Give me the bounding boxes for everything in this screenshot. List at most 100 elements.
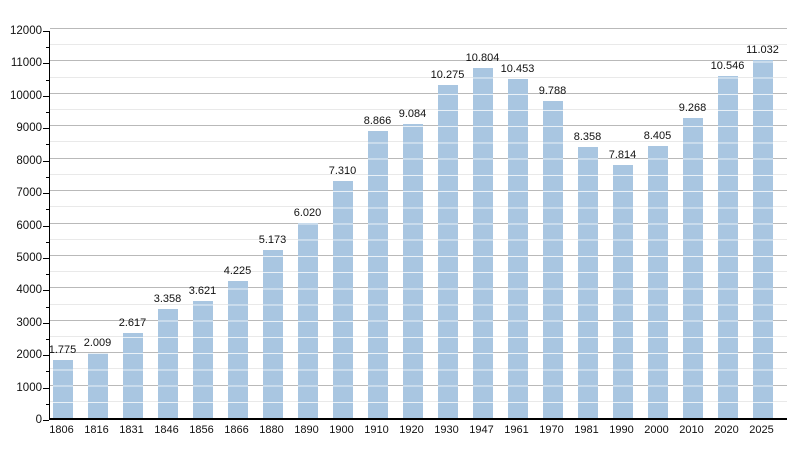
bar-value-label-1831: 2.617 (118, 317, 147, 330)
bar-1880: 5.173 (259, 234, 286, 418)
bar-value-label-1930: 10.275 (430, 68, 465, 81)
bar-value-label-1920: 9.084 (398, 107, 427, 120)
x-tick-label-1961: 1961 (504, 424, 529, 436)
bar-value-label-1910: 8.866 (363, 114, 392, 127)
bar-value-label-1846: 3.358 (153, 293, 182, 306)
y-tick-label-0: 0 (35, 414, 42, 426)
x-tick-label-1970: 1970 (539, 424, 564, 436)
y-axis-tick (46, 338, 49, 340)
y-axis-tick (46, 371, 49, 373)
y-tick-label-12000: 12000 (10, 25, 42, 37)
y-tick-label-3000: 3000 (16, 316, 42, 329)
bar-1981: 8.358 (574, 131, 601, 418)
y-axis-tick (43, 290, 49, 292)
x-tick-label-1880: 1880 (259, 424, 284, 436)
x-tick-label-1900: 1900 (329, 424, 354, 436)
y-axis-tick (46, 112, 49, 114)
y-tick-label-10000: 10000 (10, 89, 42, 102)
minor-gridline-10500 (50, 76, 787, 78)
bar-1890: 6.020 (294, 207, 321, 418)
x-tick-label-1846: 1846 (154, 424, 179, 436)
x-tick-label-1866: 1866 (224, 424, 249, 436)
bar-1816: 2.009 (84, 337, 111, 418)
bar-1947: 10.804 (466, 52, 499, 418)
bar-value-label-1961: 10.453 (500, 63, 535, 76)
y-axis-tick (43, 95, 49, 97)
x-tick-label-1920: 1920 (399, 424, 424, 436)
y-axis-tick (46, 47, 49, 49)
major-gridline-10000 (50, 92, 787, 94)
y-axis-tick (46, 144, 49, 146)
bar-value-label-1981: 8.358 (573, 131, 602, 144)
major-gridline-11000 (50, 60, 787, 62)
bar-value-label-1900: 7.310 (328, 165, 357, 178)
bar-value-label-1856: 3.621 (188, 284, 217, 297)
x-tick-label-2020: 2020 (714, 424, 739, 436)
y-tick-label-4000: 4000 (16, 284, 42, 297)
bar-value-label-2025: 11.032 (746, 44, 779, 57)
y-tick-label-8000: 8000 (16, 154, 42, 167)
y-axis-tick (43, 160, 49, 162)
bar-value-label-1816: 2.009 (83, 336, 112, 349)
bar-value-label-2000: 8.405 (643, 129, 672, 142)
x-tick-label-1910: 1910 (364, 424, 389, 436)
y-tick-label-7000: 7000 (16, 187, 42, 200)
x-tick-label-1816: 1816 (84, 424, 109, 436)
y-axis-tick (43, 257, 49, 259)
bar-1920: 9.084 (399, 108, 426, 418)
y-axis-tick (43, 420, 49, 421)
bar-1806: 1.775 (49, 344, 76, 418)
y-axis-tick (43, 225, 49, 227)
y-axis-tick (46, 209, 49, 211)
y-tick-label-11000: 11000 (10, 57, 42, 70)
bar-1961: 10.453 (501, 63, 534, 418)
x-tick-label-1981: 1981 (574, 424, 599, 436)
y-axis-tick (43, 322, 49, 324)
x-tick-label-1890: 1890 (294, 424, 319, 436)
bar-value-label-2020: 10.546 (710, 60, 745, 73)
bar-1846: 3.358 (154, 293, 181, 418)
minor-gridline-9500 (50, 109, 787, 111)
y-tick-label-9000: 9000 (16, 122, 42, 135)
bar-value-label-1990: 7.814 (608, 148, 637, 161)
bar-1831: 2.617 (119, 317, 146, 418)
y-axis-tick (46, 176, 49, 178)
y-axis-tick (46, 274, 49, 276)
x-tick-label-1856: 1856 (189, 424, 214, 436)
bar-value-label-1890: 6.020 (293, 206, 322, 219)
bar-1970: 9.788 (539, 85, 566, 418)
bar-1930: 10.275 (431, 69, 464, 418)
bar-1990: 7.814 (609, 149, 636, 418)
bar-2000: 8.405 (644, 130, 671, 418)
y-axis-tick (43, 31, 49, 32)
x-tick-label-1990: 1990 (609, 424, 634, 436)
x-tick-label-1930: 1930 (434, 424, 459, 436)
y-tick-label-1000: 1000 (16, 381, 42, 394)
y-axis-tick (43, 193, 49, 195)
bar-value-label-1806: 1.775 (48, 344, 77, 357)
bar-1856: 3.621 (189, 285, 216, 418)
x-tick-label-1806: 1806 (49, 424, 74, 436)
y-axis-tick (43, 355, 49, 357)
bar-value-label-1970: 9.788 (538, 84, 567, 97)
major-gridline-12000 (50, 28, 787, 29)
y-axis-tick (46, 403, 49, 405)
bar-2020: 10.546 (711, 60, 744, 418)
x-tick-label-2025: 2025 (749, 424, 774, 436)
bar-value-label-1866: 4.225 (223, 265, 252, 278)
y-axis-tick (46, 306, 49, 308)
y-axis-tick (43, 387, 49, 389)
x-tick-label-1831: 1831 (119, 424, 144, 436)
bar-1866: 4.225 (224, 265, 251, 418)
plot-area: 1.775 2.009 2.617 3.358 3.621 4.225 5.173 6.020… (49, 28, 787, 420)
y-axis-tick (43, 63, 49, 65)
y-tick-label-2000: 2000 (16, 349, 42, 362)
x-tick-label-2010: 2010 (679, 424, 704, 436)
y-axis-tick (46, 241, 49, 243)
y-tick-label-5000: 5000 (16, 251, 42, 264)
bar-value-label-1947: 10.804 (465, 51, 500, 64)
minor-gridline-11500 (50, 44, 787, 46)
bar-value-label-2010: 9.268 (678, 101, 707, 114)
y-tick-label-6000: 6000 (16, 219, 42, 232)
